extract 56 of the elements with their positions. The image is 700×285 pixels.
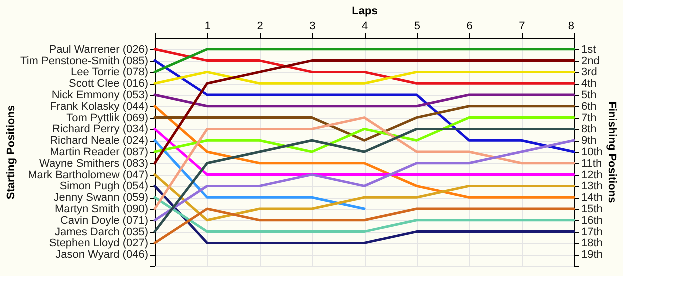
y2-tick-label: 6th	[582, 100, 597, 113]
y2-tick-label: 16th	[582, 214, 603, 227]
y2-tick-label: 9th	[582, 135, 597, 148]
text: Lee Torrie (078)	[71, 66, 148, 79]
y2-tick-label: 11th	[582, 158, 602, 170]
y2-axis-title: Finishing Positions	[606, 102, 618, 204]
y2-tick-label: 18th	[582, 238, 603, 250]
text: Richard Neale (024)	[50, 135, 148, 148]
y2-tick-label: 15th	[582, 204, 603, 216]
x-tick-label: 4	[362, 20, 368, 32]
text: Martin Reader (087)	[50, 146, 148, 158]
text: Starting Positions	[6, 105, 18, 200]
y2-tick-label: 13th	[582, 180, 603, 193]
text: Cavin Doyle (071)	[60, 214, 148, 227]
text: James Darch (035)	[54, 226, 148, 238]
text: Wayne Smithers (083)	[39, 158, 148, 170]
text: Martyn Smith (090)	[54, 204, 148, 216]
y2-tick-label: 5th	[582, 90, 597, 102]
text: Mark Bartholomew (047)	[28, 169, 148, 182]
y2-tick-label: 1st	[582, 44, 596, 56]
x-axis-title: Laps	[352, 6, 378, 18]
text: Paul Warrener (026)	[49, 44, 148, 56]
text: Nick Emmony (053)	[52, 90, 148, 102]
y2-tick-label: 8th	[582, 124, 597, 136]
line-series	[154, 48, 576, 85]
text: Jenny Swann (059)	[54, 192, 148, 204]
x-tick-label: 3	[310, 20, 316, 32]
text: Stephen Lloyd (027)	[49, 238, 148, 250]
y2-tick-label: 2nd	[582, 55, 600, 68]
x-tick-label: 7	[519, 20, 526, 32]
text: Jason Wyard (046)	[56, 249, 148, 262]
line-series	[154, 105, 576, 199]
line-series	[154, 116, 576, 154]
y2-tick-label: 19th	[582, 249, 603, 262]
y2-tick-label: 17th	[582, 226, 603, 238]
line-series	[154, 128, 576, 234]
text: Richard Perry (034)	[52, 124, 148, 136]
x-tick-label: 2	[257, 20, 264, 32]
text: Scott Clee (016)	[69, 78, 148, 90]
text: Tim Penstone-Smith (085)	[20, 55, 148, 68]
y2-tick-label: 12th	[582, 169, 603, 182]
x-tick-label: 6	[466, 20, 473, 32]
y2-tick-label: 14th	[582, 192, 603, 204]
y2-tick-label: 10th	[582, 146, 603, 158]
y2-tick-label: 7th	[582, 112, 597, 124]
line-series	[154, 139, 576, 222]
y2-tick-label: 4th	[582, 78, 597, 90]
line-series	[154, 116, 576, 210]
text: Simon Pugh (054)	[60, 180, 148, 193]
x-tick-label: 8	[568, 20, 574, 32]
x-tick-label: 1	[204, 20, 211, 32]
text: Tom Pyttlik (069)	[66, 112, 148, 124]
text: Frank Kolasky (044)	[50, 100, 148, 113]
x-tick-label: 5	[414, 20, 420, 32]
y2-tick-label: 3rd	[582, 66, 598, 79]
line-series	[154, 174, 576, 222]
